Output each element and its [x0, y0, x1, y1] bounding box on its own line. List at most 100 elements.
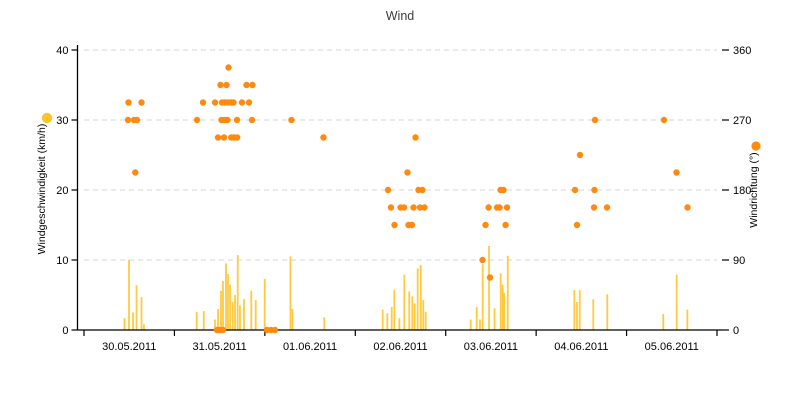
direction-dot — [225, 64, 232, 71]
speed-bar — [135, 285, 138, 330]
speed-bar — [416, 268, 419, 330]
direction-dot — [485, 204, 492, 211]
speed-bar — [573, 290, 576, 330]
direction-dot — [660, 116, 668, 124]
speed-bar — [675, 274, 678, 330]
speed-bar — [236, 255, 239, 330]
right-tick-label: 0 — [733, 325, 739, 337]
direction-dot — [214, 134, 222, 141]
direction-dot — [224, 116, 231, 124]
speed-bar — [469, 319, 472, 330]
wind-speed-bars — [123, 246, 689, 330]
speed-bar — [202, 311, 205, 330]
speed-bar — [606, 294, 609, 330]
direction-dot — [673, 169, 680, 176]
direction-dot — [684, 204, 691, 211]
x-tick-label: 31.05.2011 — [193, 341, 247, 353]
speed-bar — [227, 274, 229, 330]
direction-dot — [408, 221, 416, 229]
speed-bar — [592, 299, 595, 330]
direction-dot — [421, 204, 428, 211]
speed-bar — [234, 295, 236, 330]
direction-dot — [320, 134, 327, 141]
speed-bar — [501, 284, 504, 330]
x-tick-label: 05.06.2011 — [645, 341, 699, 353]
right-axis-label: Windrichtung (°) — [748, 152, 760, 227]
direction-dot — [211, 99, 219, 106]
speed-bar — [217, 309, 219, 330]
direction-dot — [571, 186, 579, 194]
chart-title: Wind — [386, 9, 415, 23]
direction-dot — [233, 134, 241, 141]
speed-bar — [381, 309, 384, 330]
speed-bar — [220, 290, 222, 330]
speed-bar — [393, 290, 396, 330]
direction-dot — [496, 204, 503, 211]
speed-bar — [686, 309, 689, 330]
speed-bar — [411, 296, 414, 330]
speed-bar — [128, 260, 130, 330]
direction-dot — [482, 221, 489, 229]
direction-dot — [248, 116, 256, 124]
direction-dot — [199, 99, 207, 106]
speed-series-marker-icon — [41, 112, 53, 124]
speed-bar — [231, 302, 234, 330]
left-tick-label: 0 — [62, 325, 68, 337]
speed-bar — [239, 305, 241, 330]
speed-bar — [419, 264, 422, 330]
direction-dot — [591, 186, 598, 194]
direction-dot — [220, 134, 228, 141]
speed-bar — [291, 309, 294, 330]
direction-dot — [243, 81, 250, 89]
speed-bar — [499, 273, 502, 330]
direction-dot — [419, 186, 426, 194]
speed-bar — [386, 313, 389, 330]
direction-dot — [391, 221, 398, 229]
right-tick-label: 90 — [733, 255, 745, 267]
direction-dot — [288, 116, 295, 124]
speed-bar — [289, 256, 292, 330]
direction-dot — [245, 99, 253, 106]
left-tick-label: 20 — [56, 185, 68, 197]
direction-dot — [384, 186, 392, 194]
direction-dot — [412, 134, 419, 141]
direction-dot — [400, 204, 408, 211]
direction-dot — [387, 204, 395, 211]
speed-bar — [488, 246, 490, 330]
left-axis-label: Windgeschwindigkeit (km/h) — [36, 124, 48, 255]
left-tick-label: 30 — [56, 115, 68, 127]
direction-dot — [230, 99, 237, 106]
wind-direction-points — [124, 64, 691, 334]
direction-dot — [125, 99, 132, 106]
speed-bar — [578, 290, 581, 330]
speed-bar — [576, 302, 578, 330]
speed-bar — [424, 311, 427, 330]
speed-bar — [254, 299, 257, 330]
speed-bar — [403, 274, 406, 330]
direction-dot — [249, 81, 256, 89]
direction-dot — [217, 81, 224, 89]
speed-bar — [214, 319, 216, 330]
right-tick-label: 180 — [733, 185, 751, 197]
direction-dot — [133, 116, 141, 124]
direction-dot — [591, 116, 599, 124]
direction-dot — [479, 256, 486, 264]
gridlines — [84, 49, 717, 261]
direction-dot — [124, 116, 132, 124]
right-tick-label: 270 — [733, 115, 751, 127]
speed-bar — [323, 317, 326, 330]
x-tick-label: 01.06.2011 — [283, 341, 337, 353]
speed-bar — [506, 255, 509, 330]
speed-bar — [222, 281, 224, 330]
right-tick-label: 360 — [733, 45, 751, 57]
speed-bar — [398, 318, 401, 330]
x-tick-label: 30.05.2011 — [102, 341, 156, 353]
direction-series-marker-icon — [751, 141, 761, 151]
direction-dot — [233, 116, 241, 124]
direction-dot — [219, 326, 227, 334]
direction-dot — [138, 99, 145, 106]
speed-bar — [408, 291, 411, 330]
direction-dot — [193, 116, 201, 124]
